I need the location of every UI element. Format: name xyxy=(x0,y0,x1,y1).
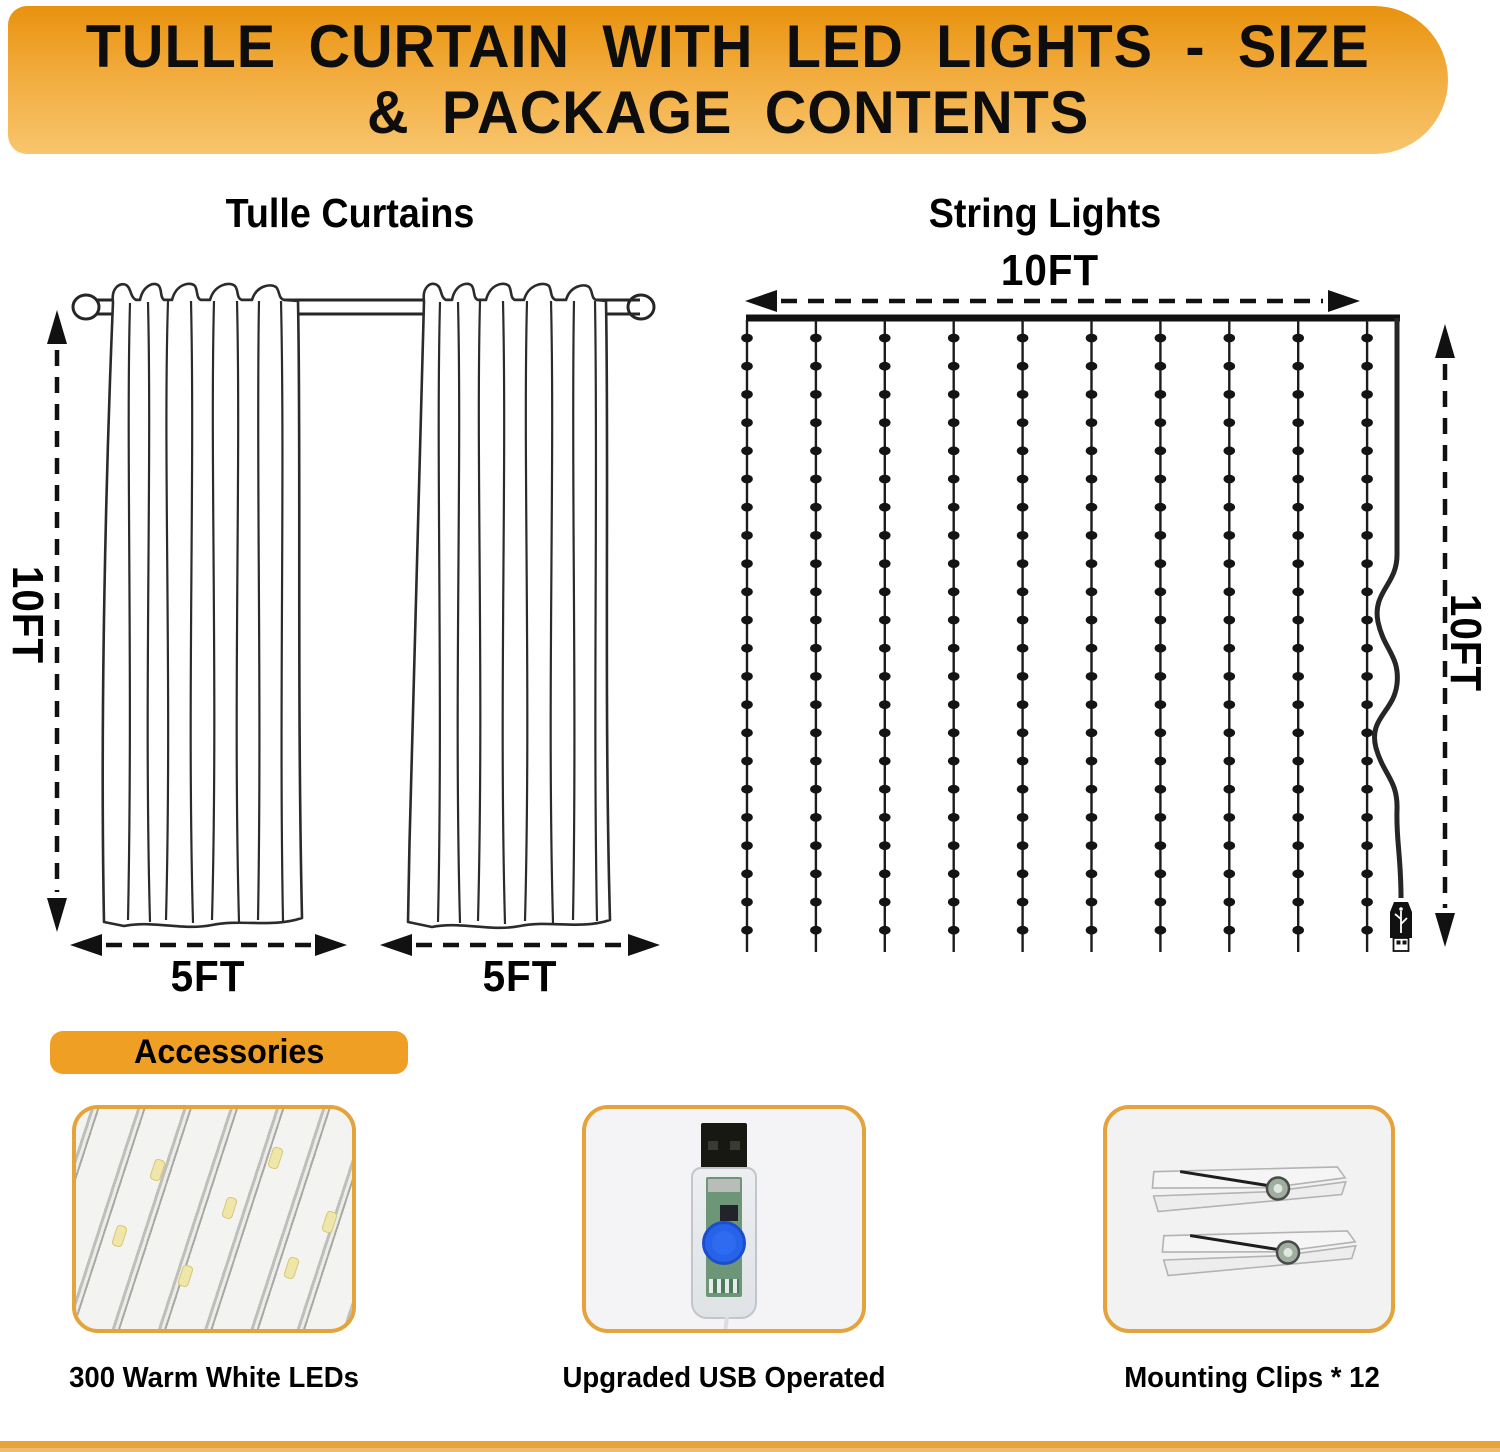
caption-leds: 300 Warm White LEDs xyxy=(69,1362,359,1394)
bottom-accent-bar xyxy=(0,1441,1500,1448)
caption-usb: Upgraded USB Operated xyxy=(562,1362,886,1394)
panel2-width-label: 5FT xyxy=(482,952,558,1001)
usb-mode-button xyxy=(702,1221,746,1265)
curtain-height-label: 10FT xyxy=(3,565,52,665)
curtain-panel-left xyxy=(101,282,304,929)
usb-controller-body xyxy=(691,1167,757,1319)
accessory-card-usb xyxy=(582,1105,866,1333)
panel2-width-arrow xyxy=(380,934,660,956)
usb-plug-icon xyxy=(1390,902,1412,952)
panel1-width-label: 5FT xyxy=(170,952,246,1001)
usb-controller-photo xyxy=(586,1109,862,1329)
curtains-heading: Tulle Curtains xyxy=(225,190,475,236)
usb-a-connector xyxy=(701,1123,747,1169)
lights-heading: String Lights xyxy=(928,190,1162,236)
panel1-width-arrow xyxy=(70,934,347,956)
rod-finial-left xyxy=(71,293,101,321)
lights-height-arrow xyxy=(1435,324,1455,947)
lights-width-arrow xyxy=(745,290,1360,312)
accessories-banner: Accessories xyxy=(50,1031,408,1074)
curtains-diagram xyxy=(47,282,660,956)
usb-cable xyxy=(722,1316,730,1329)
header-banner: TULLE CURTAIN WITH LED LIGHTS - SIZE & P… xyxy=(8,6,1448,154)
clothespin-1 xyxy=(1151,1166,1347,1213)
accessory-card-leds xyxy=(72,1105,356,1333)
caption-clips: Mounting Clips * 12 xyxy=(1124,1362,1380,1394)
bottom-accent-bar-light xyxy=(0,1448,1500,1452)
clothespin-2 xyxy=(1161,1230,1357,1277)
led-strings xyxy=(741,320,1373,952)
clips-photo xyxy=(1151,1166,1357,1277)
page-title-line2: & PACKAGE CONTENTS xyxy=(366,79,1090,146)
accessory-card-clips xyxy=(1103,1105,1395,1333)
curtain-panel-right xyxy=(406,282,612,930)
lights-height-label: 10FT xyxy=(1441,593,1490,693)
rod-finial-right xyxy=(626,293,656,321)
power-cord xyxy=(1372,318,1404,899)
lights-width-label: 10FT xyxy=(1000,246,1100,295)
curtain-height-arrow xyxy=(47,310,67,932)
accessories-heading: Accessories xyxy=(133,1033,325,1071)
lights-diagram xyxy=(741,290,1455,952)
led-strings-photo xyxy=(76,1109,352,1329)
page-title-line1: TULLE CURTAIN WITH LED LIGHTS - SIZE xyxy=(86,13,1370,80)
